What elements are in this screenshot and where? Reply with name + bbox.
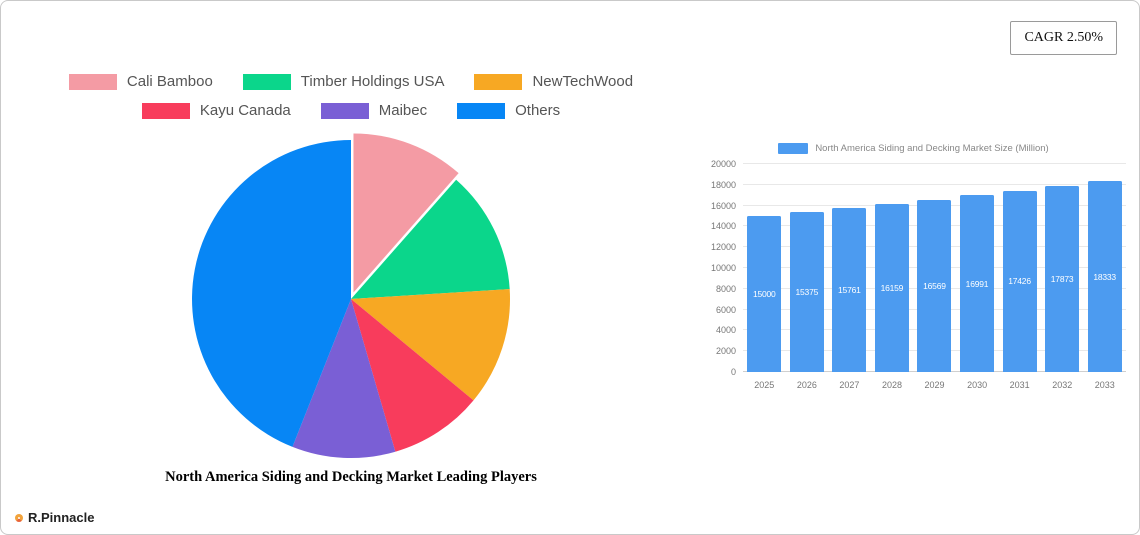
y-tick-label: 4000 (715, 325, 736, 336)
pie-slice-cali-bamboo[interactable] (353, 133, 459, 293)
bar-2033[interactable]: 18333 (1087, 181, 1122, 372)
bar-2032[interactable]: 17873 (1045, 186, 1080, 372)
bar-chart-legend[interactable]: North America Siding and Decking Market … (701, 143, 1126, 154)
bar-value-label: 18333 (1093, 271, 1116, 282)
bar-value-label: 17426 (1008, 276, 1031, 287)
pie-chart-section: Cali Bamboo Timber Holdings USA NewTechWoo… (31, 73, 671, 486)
x-tick-label: 2028 (881, 380, 902, 390)
pie-slice-newtechwood[interactable] (351, 289, 511, 401)
gridline (743, 183, 1126, 185)
y-tick-label: 6000 (715, 304, 736, 315)
y-tick-label: 2000 (715, 346, 736, 357)
bar-2029[interactable]: 16569 (917, 199, 952, 372)
y-tick-label: 12000 (710, 242, 736, 253)
bar-y-axis: 0 2000 4000 6000 8000 10000 12000 14000 16000 180… (701, 159, 743, 377)
bar-value-label: 16569 (923, 280, 946, 291)
legend-label: Maibec (378, 102, 428, 119)
pie-legend-row-1: Cali Bamboo Timber Holdings USA NewTechWoo… (31, 73, 671, 90)
bar-2025[interactable]: 15000 (747, 216, 782, 372)
y-tick-label: 10000 (710, 263, 736, 273)
x-tick-label: 2033 (1094, 380, 1115, 390)
y-tick-label: 14000 (710, 221, 736, 232)
gridline (743, 163, 1126, 164)
bar-chart-section: North America Siding and Decking Market … (701, 143, 1126, 390)
legend-label: Timber Holdings USA (300, 73, 445, 90)
pie-chart[interactable] (183, 131, 519, 467)
bar-plot-area: 15000 15375 15761 16159 16569 16991 17426 17873… (743, 163, 1126, 372)
legend-swatch (242, 73, 291, 90)
x-tick-label: 2031 (1009, 380, 1030, 390)
x-tick-label: 2032 (1052, 380, 1073, 390)
legend-label: Cali Bamboo (126, 73, 213, 90)
pie-chart-title: North America Siding and Decking Market … (165, 469, 537, 485)
y-tick-label: 18000 (710, 179, 736, 190)
bar-value-label: 15000 (752, 289, 776, 299)
bar-2028[interactable]: 16159 (874, 203, 909, 372)
bar-legend-label: North America Siding and Decking Market … (815, 143, 1049, 154)
pie-legend: Cali Bamboo Timber Holdings USA NewTechWoo… (31, 73, 671, 119)
pie-legend-item-timber-holdings-usa[interactable]: Timber Holdings USA (242, 73, 445, 90)
y-tick-label: 8000 (715, 283, 736, 294)
x-tick-label: 2027 (839, 380, 860, 390)
brand-ring-icon (15, 513, 23, 522)
y-tick-label: 0 (730, 367, 736, 377)
y-tick-label: 20000 (710, 159, 736, 169)
pie-legend-item-others[interactable]: Others (457, 102, 560, 119)
bar-value-label: 16159 (880, 282, 904, 293)
pie-legend-item-newtechwood[interactable]: NewTechWood (474, 73, 633, 90)
pie-legend-row-2: Kayu Canada Maibec Others (31, 102, 671, 119)
bar-2031[interactable]: 17426 (1002, 190, 1037, 372)
legend-label: Kayu Canada (199, 102, 291, 119)
bar-value-label: 15375 (795, 287, 819, 298)
bar-2026[interactable]: 15375 (789, 212, 824, 372)
x-tick-label: 2025 (754, 380, 775, 390)
pie-legend-item-maibec[interactable]: Maibec (320, 102, 428, 119)
bar-2030[interactable]: 16991 (960, 195, 994, 372)
y-tick-label: 16000 (710, 200, 736, 211)
brand-logo: R.Pinnacle (15, 510, 94, 525)
x-tick-label: 2029 (924, 380, 945, 390)
bars-container: 15000 15375 15761 16159 16569 16991 17426 17873… (743, 164, 1126, 372)
pie-slice-maibec[interactable] (292, 299, 396, 458)
pie-slice-others[interactable] (192, 140, 351, 447)
bar-value-label: 16991 (965, 278, 989, 289)
pie-legend-item-cali-bamboo[interactable]: Cali Bamboo (68, 73, 213, 90)
pie-slice-timber-holdings-usa[interactable] (351, 179, 510, 299)
pie-legend-item-kayu-canada[interactable]: Kayu Canada (141, 102, 291, 119)
x-tick-label: 2030 (967, 380, 988, 390)
brand-name: R.Pinnacle (28, 510, 95, 525)
cagr-badge: CAGR 2.50% (1010, 21, 1117, 55)
bar-2027[interactable]: 15761 (832, 208, 867, 372)
legend-swatch (457, 102, 506, 119)
bar-value-label: 15761 (838, 285, 861, 296)
bar-legend-swatch (778, 143, 809, 154)
bar-plot-wrap: 0 2000 4000 6000 8000 10000 12000 14000 16000 180… (701, 159, 1126, 377)
bar-value-label: 17873 (1050, 274, 1074, 285)
legend-swatch (320, 102, 369, 119)
legend-swatch (474, 73, 523, 90)
pie-slice-kayu-canada[interactable] (351, 299, 474, 452)
x-tick-label: 2026 (796, 380, 817, 390)
legend-swatch (68, 73, 117, 90)
legend-label: Others (515, 102, 561, 119)
bar-x-axis: 2025 2026 2027 2028 2029 2030 2031 2032 2033 (743, 380, 1126, 390)
legend-swatch (141, 102, 190, 119)
legend-label: NewTechWood (532, 73, 634, 90)
